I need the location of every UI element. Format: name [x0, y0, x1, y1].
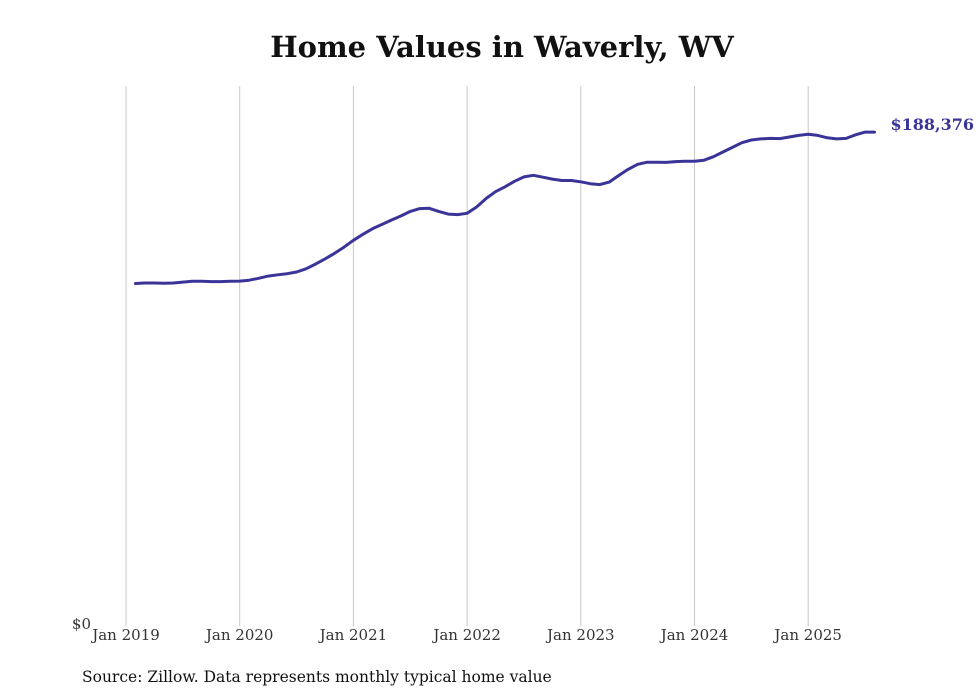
x-tick-label: Jan 2023 [545, 626, 615, 644]
x-tick-label: Jan 2021 [318, 626, 388, 644]
home-value-line [134, 130, 876, 285]
x-tick-label: Jan 2022 [431, 626, 501, 644]
x-tick-label: Jan 2019 [90, 626, 160, 644]
x-axis-ticks: Jan 2019 Jan 2020 Jan 2021 Jan 2022 Jan 2023… [90, 626, 842, 644]
source-note: Source: Zillow. Data represents monthly … [82, 668, 552, 686]
y-tick-label: $0 [72, 615, 91, 633]
x-tick-label: Jan 2024 [659, 626, 729, 644]
gridlines [125, 86, 809, 626]
chart-title: Home Values in Waverly, WV [270, 30, 734, 64]
latest-value-label: $188,376 [891, 115, 975, 134]
x-tick-label: Jan 2025 [772, 626, 842, 644]
x-tick-label: Jan 2020 [204, 626, 274, 644]
y-axis-ticks: $0 [72, 615, 91, 633]
